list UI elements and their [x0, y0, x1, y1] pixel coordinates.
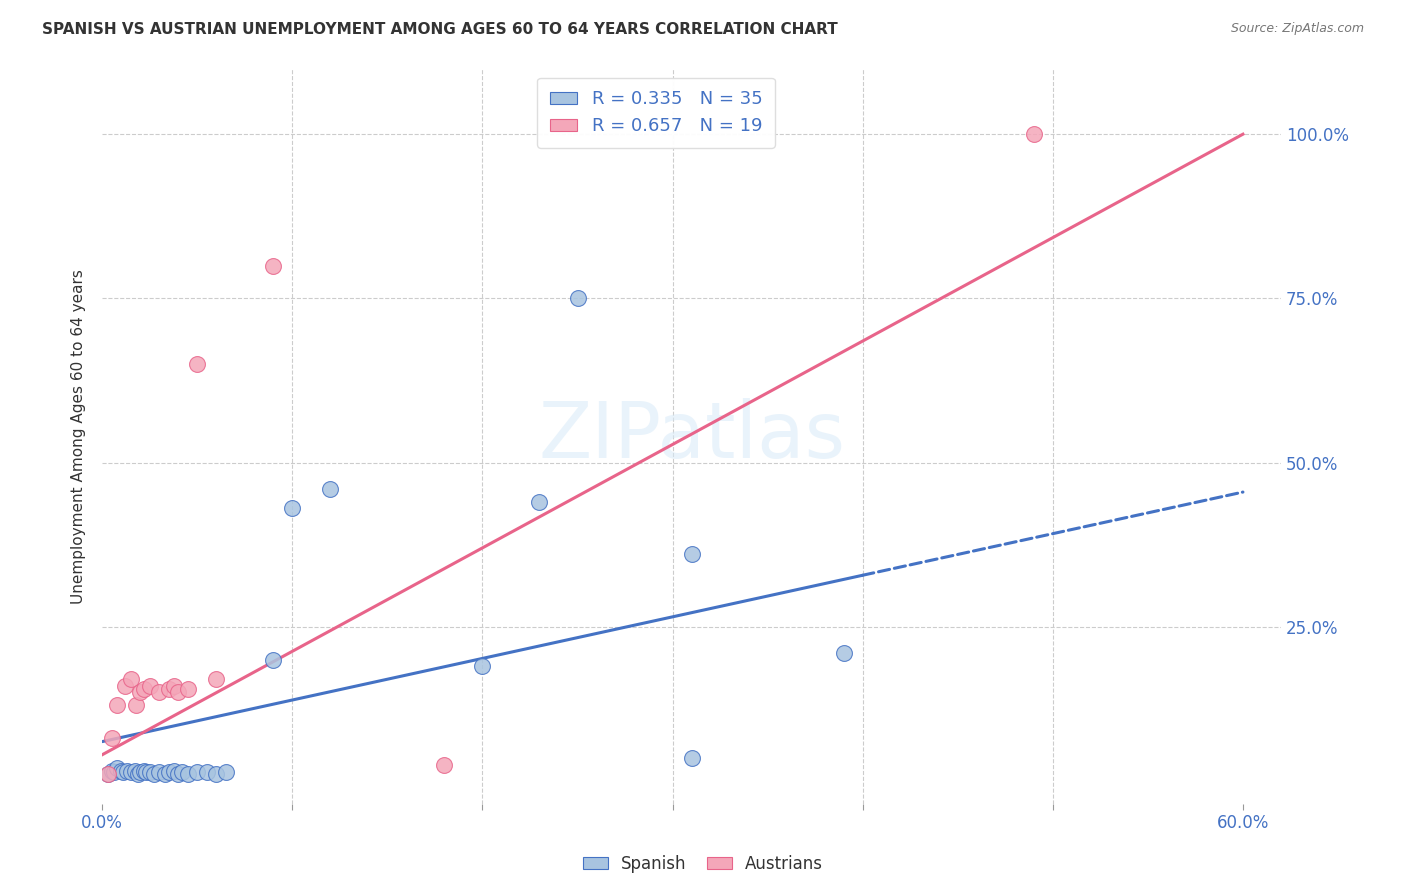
Point [139, 765, 162, 780]
Point [139, 679, 162, 693]
Point [177, 767, 200, 781]
Point [157, 765, 180, 780]
Point [129, 685, 152, 699]
Point [167, 685, 190, 699]
Point [567, 291, 589, 305]
Point [157, 681, 180, 696]
Point [186, 765, 208, 780]
Point [120, 672, 142, 686]
Point [215, 765, 238, 780]
Point [148, 685, 170, 699]
Point [103, 765, 125, 780]
Point [115, 764, 138, 779]
Point [127, 767, 149, 781]
Point [163, 764, 186, 779]
Point [148, 765, 170, 780]
Y-axis label: Unemployment Among Ages 60 to 64 years: Unemployment Among Ages 60 to 64 years [72, 268, 86, 604]
Text: SPANISH VS AUSTRIAN UNEMPLOYMENT AMONG AGES 60 TO 64 YEARS CORRELATION CHART: SPANISH VS AUSTRIAN UNEMPLOYMENT AMONG A… [42, 22, 838, 37]
Point [170, 765, 193, 780]
Point [832, 646, 855, 660]
Point [1022, 127, 1045, 141]
Point [107, 698, 129, 713]
Legend: R = 0.335   N = 35, R = 0.657   N = 19: R = 0.335 N = 35, R = 0.657 N = 19 [537, 78, 775, 148]
Point [100, 764, 122, 779]
Point [681, 548, 703, 562]
Point [97, 767, 120, 781]
Point [681, 751, 703, 765]
Point [163, 679, 186, 693]
Point [471, 659, 494, 673]
Point [125, 698, 148, 713]
Point [281, 501, 304, 516]
Point [124, 764, 146, 779]
Point [195, 765, 218, 780]
Point [205, 672, 228, 686]
Point [129, 765, 152, 780]
Point [153, 767, 176, 781]
Point [97, 767, 120, 781]
Point [433, 757, 456, 772]
Point [319, 482, 342, 496]
Point [205, 767, 228, 781]
Point [262, 259, 284, 273]
Point [262, 652, 284, 666]
Point [167, 767, 190, 781]
Legend: Spanish, Austrians: Spanish, Austrians [576, 848, 830, 880]
Point [100, 731, 122, 746]
Point [110, 764, 132, 779]
Point [120, 765, 142, 780]
Point [114, 679, 136, 693]
Point [132, 681, 155, 696]
Point [529, 495, 551, 509]
Point [177, 681, 200, 696]
Text: Source: ZipAtlas.com: Source: ZipAtlas.com [1230, 22, 1364, 36]
Point [107, 761, 129, 775]
Text: ZIPatlas: ZIPatlas [538, 398, 845, 475]
Point [186, 357, 208, 371]
Point [142, 767, 165, 781]
Point [132, 764, 155, 779]
Point [112, 765, 135, 780]
Point [135, 765, 157, 780]
